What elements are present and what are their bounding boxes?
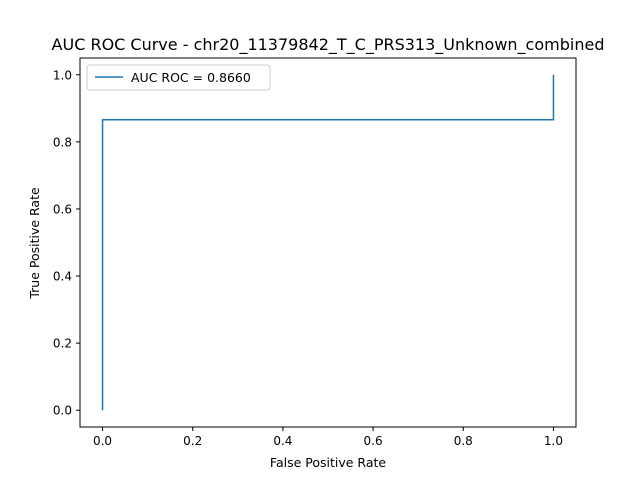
legend: AUC ROC = 0.8660 (86, 64, 271, 91)
legend-box (86, 64, 271, 91)
x-tick-label: 0.2 (183, 434, 202, 448)
legend-label: AUC ROC = 0.8660 (131, 70, 251, 85)
y-tick-label: 0.6 (53, 202, 72, 216)
y-tick-label: 0.8 (53, 135, 72, 149)
series-layer (101, 74, 555, 411)
x-tick-label: 0.8 (454, 434, 473, 448)
x-axis-label: False Positive Rate (270, 455, 386, 470)
chart-title: AUC ROC Curve - chr20_11379842_T_C_PRS31… (52, 35, 605, 55)
x-tick-label: 1.0 (544, 434, 563, 448)
x-tick-label: 0.0 (93, 434, 112, 448)
y-tick-label: 1.0 (53, 68, 72, 82)
y-tick-label: 0.2 (53, 337, 72, 351)
y-axis-label: True Positive Rate (27, 187, 42, 300)
y-tick-label: 0.4 (53, 270, 72, 284)
roc-curve-line (101, 74, 555, 411)
plot-frame (79, 57, 577, 428)
x-axis-ticks: 0.0 0.2 0.4 0.6 0.8 1.0 (93, 427, 563, 448)
x-tick-label: 0.4 (273, 434, 292, 448)
y-axis-ticks: 0.0 0.2 0.4 0.6 0.8 1.0 (53, 68, 80, 418)
plot-area: 0.0 0.2 0.4 0.6 0.8 1.0 0.0 0.2 0.4 0.6 0.8 1.0 (53, 57, 577, 448)
x-tick-label: 0.6 (364, 434, 383, 448)
y-tick-label: 0.0 (53, 404, 72, 418)
